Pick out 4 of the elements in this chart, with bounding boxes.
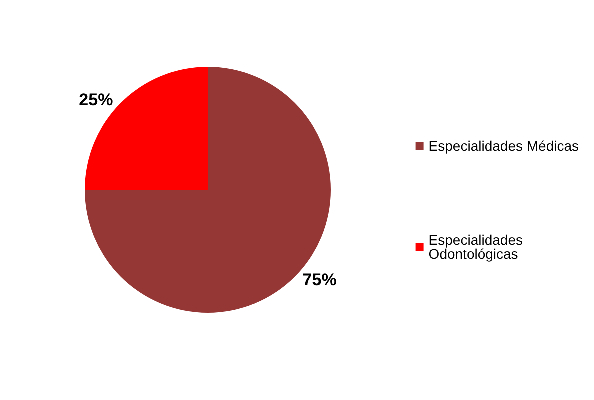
legend-label: Especialidades Médicas <box>428 138 580 154</box>
data-label: 75% <box>302 270 337 290</box>
legend-label: Especialidades Odontológicas <box>428 232 527 262</box>
data-label: 25% <box>79 90 114 110</box>
